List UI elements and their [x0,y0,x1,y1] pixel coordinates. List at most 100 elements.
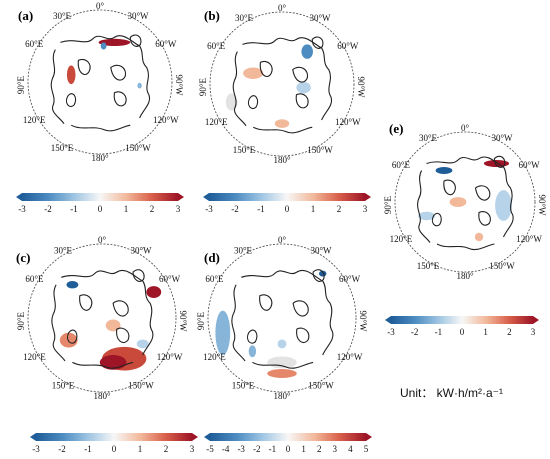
map-interior [225,36,333,134]
coastline [242,37,333,121]
longitude-label: 120°E [205,117,228,127]
colorbar-tick-label: 3 [363,204,368,214]
longitude-label: 150°E [232,381,255,391]
coastline [292,300,309,317]
coastline [312,269,325,282]
coastline [292,66,309,83]
coastline [311,36,324,49]
colorbar-min-arrow [16,193,22,201]
coastline [61,269,154,356]
coastline [77,58,91,75]
longitude-label: 60°E [25,274,44,284]
longitude-label: 180° [91,153,109,163]
coastline [116,327,130,344]
longitude-label: 150°W [489,261,515,271]
longitude-label: 180° [273,155,291,165]
colorbar-tick-label: 0 [286,444,291,454]
colorbar-tick-label: -5 [206,444,214,454]
colorbar-tick-label: 0 [285,204,290,214]
map-boundary [27,9,173,155]
colorbar-tick-label: -3 [18,204,26,214]
colorbar-tick-label: 3 [333,444,338,454]
coastline [65,93,77,108]
colorbar-ramp [210,433,366,441]
map-panel-a: (a) 0° 30°E 30°W 60°E 60°W 90°E 90°W 120°E 120°W 1… [16,1,184,163]
longitude-label: 90°E [383,195,393,214]
colorbar-tick-label: -3 [237,444,245,454]
coastline [50,49,65,125]
anomaly-region [243,67,264,79]
coastline [295,93,309,109]
colorbar-max-arrow [192,433,198,441]
longitude-label: 30°W [309,13,331,23]
anomaly-region [495,190,512,221]
coastline [431,212,442,227]
colorbar-tick-label: 3 [190,444,195,454]
colorbar-min-arrow [385,316,391,324]
colorbar-d: -5 -4 -3 -2 -1 0 1 2 3 4 5 [204,433,372,454]
coastline [259,294,273,311]
unit-label: Unit： kW·h/m²·a⁻¹ [400,386,503,400]
longitude-label: 180° [456,271,474,281]
colorbar-tick-label: 1 [124,204,129,214]
longitude-label: 0° [278,3,287,13]
longitude-label: 180° [273,391,291,401]
colorbar-ramp [22,193,178,201]
colorbar-tick-label: -4 [222,444,230,454]
colorbar-tick-label: 2 [337,204,342,214]
longitude-label: 90°W [174,74,184,96]
longitude-label: 30°W [491,133,513,143]
colorbar-tick-label: 2 [164,444,169,454]
map-interior [215,269,334,378]
anomaly-region [98,38,131,47]
anomaly-region [105,319,121,332]
anomaly-region [483,160,510,167]
colorbar-max-arrow [365,193,371,201]
colorbar-ramp [209,193,365,201]
colorbar-tick-label: -1 [269,444,277,454]
map-interior [50,34,151,132]
longitude-label: 150°E [51,143,74,153]
longitude-label: 90°E [196,311,206,330]
anomaly-region [59,332,78,348]
longitude-label: 90°W [178,310,188,332]
longitude-label: 120°E [390,234,413,244]
anomaly-region [136,339,149,349]
coastline [252,361,314,369]
colorbar-b: -3 -2 -1 0 1 2 3 [203,193,371,214]
longitude-label: 60°E [25,39,44,49]
colorbar-tick-label: 3 [176,204,181,214]
colorbar-min-arrow [30,433,36,441]
longitude-label: 0° [96,1,105,11]
coastline [259,60,273,77]
longitude-label: 30°W [130,245,152,255]
longitude-label: 120°E [23,352,46,362]
colorbar-tick-label: 0 [98,204,103,214]
longitude-label: 30°E [53,11,72,21]
map-boundary [207,243,357,393]
map-panel-e: (e) 0° 30°E 30°W 60°E 60°W 90°E 90°W 120°E 120°W 1… [383,121,547,281]
map-interior [417,155,514,251]
colorbar-max-arrow [533,316,539,324]
panel-label: (e) [389,121,403,136]
colorbar-tick-label: -2 [58,444,66,454]
longitude-label: 120°W [335,117,361,127]
longitude-label: 90°W [537,194,547,216]
longitude-label: 150°W [125,143,151,153]
map-panel-b: (b) 0° 30°E 30°W 60°E 60°W 90°E 90°W 120°E 120°W 1… [198,3,366,165]
coastline [474,185,491,201]
colorbar-tick-label: 0 [460,327,465,337]
longitude-label: 150°E [417,261,440,271]
anomaly-region [296,81,311,94]
coastline [443,179,456,196]
longitude-label: 120°W [153,115,179,125]
anomaly-region [66,281,79,289]
panel-label: (a) [18,8,33,23]
colorbar-tick-label: 2 [317,444,322,454]
longitude-label: 60°E [392,160,411,170]
map-panel-c: (c) 0° 30°E 30°W 60°E 60°W 90°E 90°W 120°E 120°W 1… [16,235,188,401]
colorbar-tick-label: -2 [411,327,419,337]
map-boundary [394,131,536,273]
colorbar-tick-label: 2 [150,204,155,214]
longitude-label: 120°W [337,352,363,362]
